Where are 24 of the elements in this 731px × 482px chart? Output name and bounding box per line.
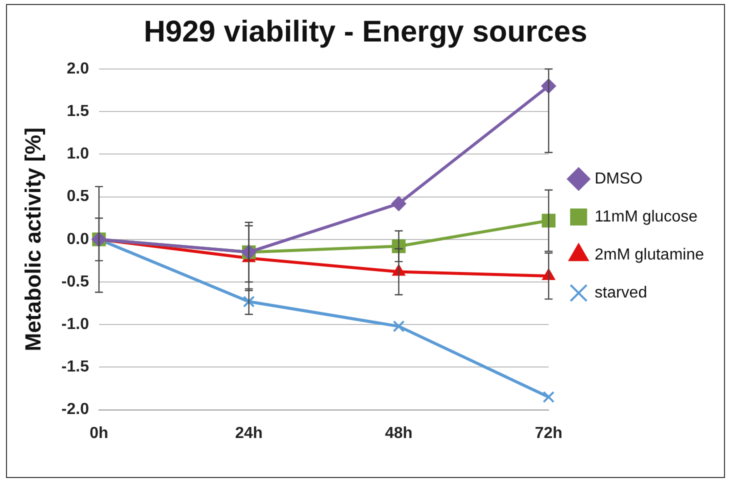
x-tick-label: 0h xyxy=(90,424,108,442)
y-axis-title: Metabolic activity [%] xyxy=(20,128,46,352)
y-tick-label: 2.0 xyxy=(66,60,90,78)
chart-title: H929 viability - Energy sources xyxy=(144,15,588,48)
point xyxy=(542,214,556,228)
x-tick-label: 48h xyxy=(384,424,413,442)
y-tick-label: -1.5 xyxy=(61,358,90,376)
point xyxy=(242,296,255,308)
x-tick-label: 24h xyxy=(235,424,263,442)
y-tick-label: 1.5 xyxy=(66,103,90,120)
y-tick-label: 0.5 xyxy=(66,188,90,206)
y-tick-label: -0.5 xyxy=(61,273,90,290)
x-tick-label: 72h xyxy=(534,424,562,442)
y-tick-label: -1.0 xyxy=(61,316,90,334)
legend-label: starved xyxy=(594,284,648,302)
legend-label: 2mM glutamine xyxy=(594,246,704,264)
point xyxy=(392,320,405,332)
y-tick-label: -2.0 xyxy=(61,401,90,418)
legend-label: 11mM glucose xyxy=(594,208,698,226)
y-tick-label: 0.0 xyxy=(66,230,90,248)
legend-label: DMSO xyxy=(594,170,643,188)
point xyxy=(542,391,555,403)
point xyxy=(391,196,406,212)
y-tick-label: 1.0 xyxy=(66,146,90,163)
